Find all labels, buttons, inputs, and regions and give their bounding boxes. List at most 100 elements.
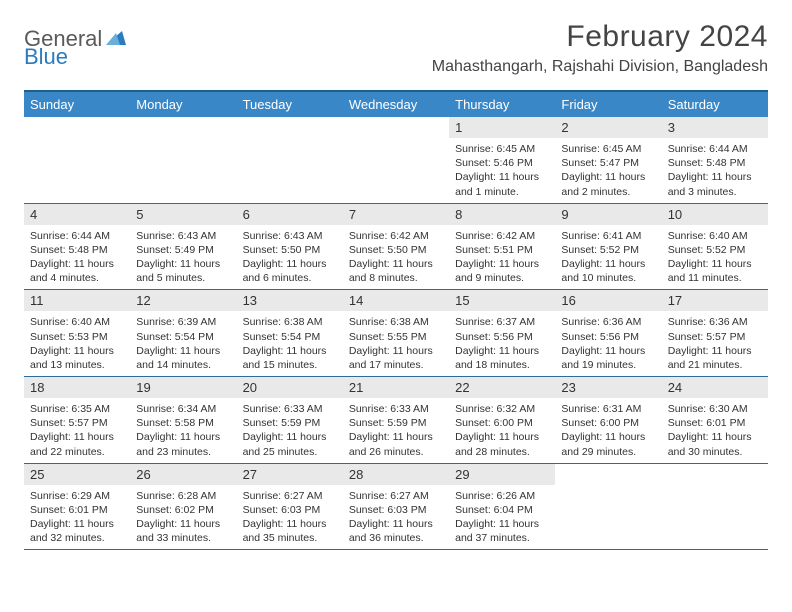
day-number: 25 (24, 464, 130, 485)
calendar-cell (24, 117, 130, 203)
day-header: Monday (130, 91, 236, 117)
day-number: 21 (343, 377, 449, 398)
day-number: 20 (237, 377, 343, 398)
day-header: Tuesday (237, 91, 343, 117)
day-detail: Sunrise: 6:30 AMSunset: 6:01 PMDaylight:… (662, 398, 768, 463)
day-number: 16 (555, 290, 661, 311)
day-number: 22 (449, 377, 555, 398)
calendar-cell (237, 117, 343, 203)
calendar-cell: 4Sunrise: 6:44 AMSunset: 5:48 PMDaylight… (24, 203, 130, 290)
day-detail: Sunrise: 6:31 AMSunset: 6:00 PMDaylight:… (555, 398, 661, 463)
day-number: 27 (237, 464, 343, 485)
day-detail: Sunrise: 6:36 AMSunset: 5:57 PMDaylight:… (662, 311, 768, 376)
day-header: Friday (555, 91, 661, 117)
calendar-cell (130, 117, 236, 203)
calendar-cell: 14Sunrise: 6:38 AMSunset: 5:55 PMDayligh… (343, 290, 449, 377)
day-number: 3 (662, 117, 768, 138)
calendar-page: General February 2024 Mahasthangarh, Raj… (0, 0, 792, 570)
day-number: 19 (130, 377, 236, 398)
day-detail: Sunrise: 6:43 AMSunset: 5:50 PMDaylight:… (237, 225, 343, 290)
calendar-cell: 2Sunrise: 6:45 AMSunset: 5:47 PMDaylight… (555, 117, 661, 203)
day-number: 15 (449, 290, 555, 311)
calendar-cell: 10Sunrise: 6:40 AMSunset: 5:52 PMDayligh… (662, 203, 768, 290)
calendar-cell: 5Sunrise: 6:43 AMSunset: 5:49 PMDaylight… (130, 203, 236, 290)
day-detail: Sunrise: 6:26 AMSunset: 6:04 PMDaylight:… (449, 485, 555, 550)
day-number: 28 (343, 464, 449, 485)
calendar-head: SundayMondayTuesdayWednesdayThursdayFrid… (24, 91, 768, 117)
day-number: 23 (555, 377, 661, 398)
calendar-week: 25Sunrise: 6:29 AMSunset: 6:01 PMDayligh… (24, 463, 768, 550)
day-number: 1 (449, 117, 555, 138)
day-detail: Sunrise: 6:27 AMSunset: 6:03 PMDaylight:… (343, 485, 449, 550)
day-header: Wednesday (343, 91, 449, 117)
calendar-cell: 22Sunrise: 6:32 AMSunset: 6:00 PMDayligh… (449, 377, 555, 464)
calendar-cell: 16Sunrise: 6:36 AMSunset: 5:56 PMDayligh… (555, 290, 661, 377)
calendar-cell: 8Sunrise: 6:42 AMSunset: 5:51 PMDaylight… (449, 203, 555, 290)
calendar-cell (343, 117, 449, 203)
calendar-cell: 21Sunrise: 6:33 AMSunset: 5:59 PMDayligh… (343, 377, 449, 464)
calendar-table: SundayMondayTuesdayWednesdayThursdayFrid… (24, 90, 768, 550)
day-number: 10 (662, 204, 768, 225)
day-number: 12 (130, 290, 236, 311)
day-detail: Sunrise: 6:37 AMSunset: 5:56 PMDaylight:… (449, 311, 555, 376)
calendar-cell: 29Sunrise: 6:26 AMSunset: 6:04 PMDayligh… (449, 463, 555, 550)
day-number: 8 (449, 204, 555, 225)
day-detail: Sunrise: 6:44 AMSunset: 5:48 PMDaylight:… (662, 138, 768, 203)
day-number: 17 (662, 290, 768, 311)
day-detail: Sunrise: 6:42 AMSunset: 5:51 PMDaylight:… (449, 225, 555, 290)
day-detail: Sunrise: 6:43 AMSunset: 5:49 PMDaylight:… (130, 225, 236, 290)
title-block: February 2024 Mahasthangarh, Rajshahi Di… (432, 20, 768, 76)
day-detail: Sunrise: 6:39 AMSunset: 5:54 PMDaylight:… (130, 311, 236, 376)
calendar-cell: 12Sunrise: 6:39 AMSunset: 5:54 PMDayligh… (130, 290, 236, 377)
day-number: 6 (237, 204, 343, 225)
calendar-cell: 26Sunrise: 6:28 AMSunset: 6:02 PMDayligh… (130, 463, 236, 550)
calendar-cell: 13Sunrise: 6:38 AMSunset: 5:54 PMDayligh… (237, 290, 343, 377)
calendar-cell: 28Sunrise: 6:27 AMSunset: 6:03 PMDayligh… (343, 463, 449, 550)
logo-triangle-icon (106, 29, 126, 50)
day-detail: Sunrise: 6:29 AMSunset: 6:01 PMDaylight:… (24, 485, 130, 550)
calendar-cell: 20Sunrise: 6:33 AMSunset: 5:59 PMDayligh… (237, 377, 343, 464)
day-number: 24 (662, 377, 768, 398)
calendar-cell: 7Sunrise: 6:42 AMSunset: 5:50 PMDaylight… (343, 203, 449, 290)
day-detail: Sunrise: 6:36 AMSunset: 5:56 PMDaylight:… (555, 311, 661, 376)
day-detail: Sunrise: 6:35 AMSunset: 5:57 PMDaylight:… (24, 398, 130, 463)
calendar-cell: 9Sunrise: 6:41 AMSunset: 5:52 PMDaylight… (555, 203, 661, 290)
day-number: 7 (343, 204, 449, 225)
day-detail: Sunrise: 6:38 AMSunset: 5:55 PMDaylight:… (343, 311, 449, 376)
day-detail: Sunrise: 6:40 AMSunset: 5:52 PMDaylight:… (662, 225, 768, 290)
day-detail: Sunrise: 6:38 AMSunset: 5:54 PMDaylight:… (237, 311, 343, 376)
day-header: Sunday (24, 91, 130, 117)
day-number: 14 (343, 290, 449, 311)
calendar-cell: 23Sunrise: 6:31 AMSunset: 6:00 PMDayligh… (555, 377, 661, 464)
calendar-cell: 18Sunrise: 6:35 AMSunset: 5:57 PMDayligh… (24, 377, 130, 464)
month-title: February 2024 (432, 20, 768, 54)
day-detail: Sunrise: 6:32 AMSunset: 6:00 PMDaylight:… (449, 398, 555, 463)
logo-text-2: Blue (24, 44, 68, 69)
calendar-cell (555, 463, 661, 550)
calendar-cell (662, 463, 768, 550)
day-number: 11 (24, 290, 130, 311)
calendar-cell: 27Sunrise: 6:27 AMSunset: 6:03 PMDayligh… (237, 463, 343, 550)
calendar-cell: 25Sunrise: 6:29 AMSunset: 6:01 PMDayligh… (24, 463, 130, 550)
day-detail: Sunrise: 6:33 AMSunset: 5:59 PMDaylight:… (343, 398, 449, 463)
location-subtitle: Mahasthangarh, Rajshahi Division, Bangla… (432, 58, 768, 76)
day-detail: Sunrise: 6:44 AMSunset: 5:48 PMDaylight:… (24, 225, 130, 290)
calendar-cell: 11Sunrise: 6:40 AMSunset: 5:53 PMDayligh… (24, 290, 130, 377)
calendar-cell: 15Sunrise: 6:37 AMSunset: 5:56 PMDayligh… (449, 290, 555, 377)
calendar-cell: 19Sunrise: 6:34 AMSunset: 5:58 PMDayligh… (130, 377, 236, 464)
day-detail: Sunrise: 6:42 AMSunset: 5:50 PMDaylight:… (343, 225, 449, 290)
calendar-week: 1Sunrise: 6:45 AMSunset: 5:46 PMDaylight… (24, 117, 768, 203)
day-number: 5 (130, 204, 236, 225)
day-detail: Sunrise: 6:45 AMSunset: 5:47 PMDaylight:… (555, 138, 661, 203)
day-detail: Sunrise: 6:45 AMSunset: 5:46 PMDaylight:… (449, 138, 555, 203)
day-number: 18 (24, 377, 130, 398)
day-detail: Sunrise: 6:40 AMSunset: 5:53 PMDaylight:… (24, 311, 130, 376)
calendar-body: 1Sunrise: 6:45 AMSunset: 5:46 PMDaylight… (24, 117, 768, 550)
calendar-week: 18Sunrise: 6:35 AMSunset: 5:57 PMDayligh… (24, 377, 768, 464)
header: General February 2024 Mahasthangarh, Raj… (24, 20, 768, 76)
calendar-week: 11Sunrise: 6:40 AMSunset: 5:53 PMDayligh… (24, 290, 768, 377)
calendar-cell: 3Sunrise: 6:44 AMSunset: 5:48 PMDaylight… (662, 117, 768, 203)
day-header: Thursday (449, 91, 555, 117)
calendar-cell: 17Sunrise: 6:36 AMSunset: 5:57 PMDayligh… (662, 290, 768, 377)
day-number: 4 (24, 204, 130, 225)
